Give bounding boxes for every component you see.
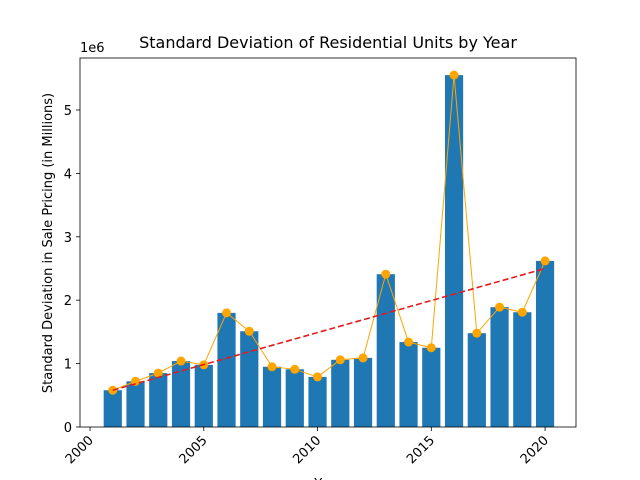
y-tick-label: 0 — [64, 421, 72, 436]
value-marker — [335, 355, 345, 365]
value-marker — [290, 364, 300, 374]
plot-frame — [79, 57, 577, 428]
value-marker — [244, 326, 254, 336]
bar — [217, 312, 236, 427]
y-tick-label: 3 — [64, 231, 72, 246]
value-marker — [404, 337, 414, 347]
y-offset-text: 1e6 — [80, 41, 105, 56]
value-marker — [472, 328, 482, 338]
value-marker — [313, 372, 323, 382]
value-marker — [358, 353, 368, 363]
bar — [262, 366, 282, 427]
value-marker — [153, 368, 163, 378]
value-marker — [449, 70, 459, 80]
y-tick-label: 2 — [64, 294, 72, 309]
bar — [194, 364, 213, 427]
chart-title: Standard Deviation of Residential Units … — [139, 33, 517, 52]
value-marker — [131, 376, 141, 386]
value-marker — [517, 307, 527, 317]
y-axis-label: Standard Deviation in Sale Pricing (in M… — [41, 93, 56, 393]
bar — [331, 359, 350, 427]
bar — [399, 342, 418, 427]
bar — [149, 373, 168, 427]
bar — [171, 361, 191, 427]
bar — [513, 312, 532, 427]
bar — [422, 347, 441, 427]
value-marker — [176, 356, 186, 366]
y-tick-label: 1 — [64, 358, 72, 373]
bar — [126, 381, 145, 427]
bar — [535, 260, 555, 427]
y-tick-label: 5 — [64, 104, 72, 119]
bar — [103, 390, 122, 427]
bar — [285, 369, 304, 427]
trend-line — [112, 267, 546, 391]
bar — [490, 307, 509, 427]
value-marker — [381, 269, 391, 279]
bar — [444, 75, 464, 427]
bar — [240, 331, 259, 427]
value-marker — [426, 343, 436, 353]
value-marker — [495, 302, 505, 312]
x-axis-label: Year — [313, 477, 342, 480]
bar — [467, 333, 486, 427]
value-marker — [540, 256, 550, 266]
bar — [353, 357, 373, 427]
y-tick-label: 4 — [64, 167, 72, 182]
bar — [308, 376, 327, 427]
value-marker — [222, 308, 232, 318]
value-marker — [267, 362, 277, 372]
